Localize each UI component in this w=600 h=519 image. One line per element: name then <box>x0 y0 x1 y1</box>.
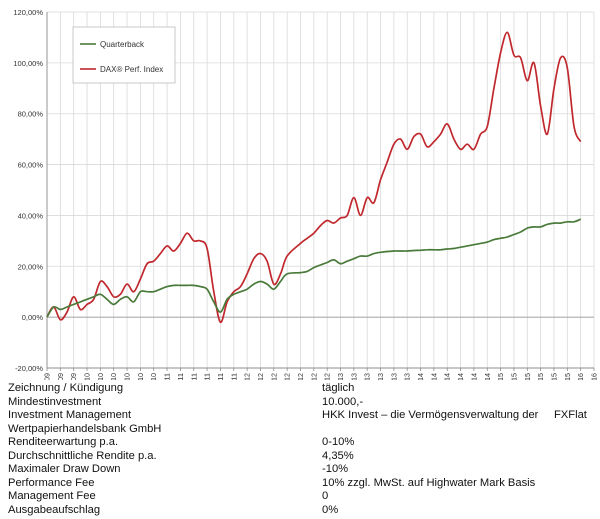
x-tick-label: APR 14 <box>429 373 438 380</box>
x-tick-label: DEZ 12 <box>323 373 332 380</box>
info-row-investment-management: Investment Management HKK Invest – die V… <box>8 409 598 423</box>
info-row-max-drawdown: Maximaler Draw Down -10% <box>8 463 598 477</box>
info-value: -10% <box>322 463 349 475</box>
x-tick-label: JUL 11 <box>203 373 212 380</box>
x-tick-label: JUN 14 <box>443 373 452 380</box>
info-row-min-investment: Mindestinvestment 10.000,- <box>8 396 598 410</box>
x-tick-label: FEB 13 <box>336 373 345 380</box>
x-tick-label: OKT 13 <box>389 373 398 380</box>
x-tick-label: NOV 09 <box>69 373 78 380</box>
info-label: Investment Management <box>8 409 132 421</box>
info-label: Renditeerwartung p.a. <box>8 436 119 448</box>
info-value: 0% <box>322 503 339 516</box>
info-label: Performance Fee <box>8 476 95 489</box>
x-tick-label: NOV 11 <box>229 373 238 380</box>
x-tick-label: JAN 10 <box>83 373 92 380</box>
x-tick-label: JUL 10 <box>123 373 132 380</box>
y-tick-label: 80,00% <box>18 110 44 119</box>
x-tick-label: MAI 10 <box>109 373 118 380</box>
legend: Quarterback DAX® Perf. Index <box>72 26 176 84</box>
info-value: täglich <box>322 382 355 394</box>
x-tick-label: OKT 12 <box>309 373 318 380</box>
series-line-quarterback <box>46 218 582 318</box>
legend-label-quarterback: Quarterback <box>100 40 145 49</box>
y-tick-label: -20,00% <box>15 364 43 373</box>
y-tick-label: 20,00% <box>18 262 44 271</box>
info-label: Zeichnung / Kündigung <box>8 382 124 394</box>
x-tick-label: JUN 13 <box>363 373 372 380</box>
info-row-average-return: Durchschnittliche Rendite p.a. 4,35% <box>8 450 598 464</box>
x-tick-label: APR 13 <box>349 373 358 380</box>
x-tick-label: DEZ 15 <box>563 373 572 380</box>
y-tick-label: 40,00% <box>18 211 44 220</box>
info-row-performance-fee: Performance Fee 10% zzgl. MwSt. auf High… <box>8 477 598 491</box>
x-tick-label: NOV 10 <box>149 373 158 380</box>
x-tick-label: DEZ 13 <box>403 373 412 380</box>
x-tick-label: OKT 15 <box>549 373 558 380</box>
info-label: Wertpapierhandelsbank GmbH <box>8 422 162 435</box>
x-tick-label: MRZ 10 <box>96 373 105 380</box>
x-tick-label: AUG 13 <box>376 373 385 380</box>
x-tick-label: FEB 16 <box>576 373 585 380</box>
legend-label-dax: DAX® Perf. Index <box>100 65 163 74</box>
x-tick-label: FEB 14 <box>416 373 425 380</box>
legend-box <box>72 26 176 84</box>
x-tick-label: MAI 11 <box>189 373 198 380</box>
info-value: HKK Invest – die Vermögensverwaltung der… <box>322 409 587 421</box>
info-value: 4,35% <box>322 449 354 462</box>
x-tick-label: SEP 11 <box>216 373 225 380</box>
x-tick-label: OKT 14 <box>469 373 478 380</box>
x-tick-label: AUG 15 <box>536 373 545 380</box>
info-label: Ausgabeaufschlag <box>8 503 101 516</box>
x-tick-label: DEZ 14 <box>483 373 492 380</box>
info-row-issue-surcharge: Ausgabeaufschlag 0% <box>8 504 598 518</box>
info-label: Management Fee <box>8 490 96 502</box>
info-row-bank: Wertpapierhandelsbank GmbH <box>8 423 598 437</box>
x-tick-label: JAN 12 <box>243 373 252 380</box>
x-tick-label: MRZ 12 <box>256 373 265 380</box>
fund-info-table: Zeichnung / Kündigung täglich Mindestinv… <box>8 382 598 517</box>
series-lines <box>46 31 582 324</box>
y-tick-label: 60,00% <box>18 161 44 170</box>
x-tick-label: JUN 15 <box>523 373 532 380</box>
x-tick-label: AUG 12 <box>296 373 305 380</box>
axes: -20,00% 0,00% 20,00% 40,00% 60,00% 80,00% 100,… <box>13 8 598 380</box>
x-tick-label: SEP 10 <box>136 373 145 380</box>
x-tick-label: FEB 15 <box>496 373 505 380</box>
info-value: 0-10% <box>322 436 355 448</box>
x-tick-label: APR 15 <box>509 373 518 380</box>
x-tick-label: MRZ 11 <box>176 373 185 380</box>
x-tick-label: MAI 12 <box>269 373 278 380</box>
info-row-management-fee: Management Fee 0 <box>8 490 598 504</box>
x-tick-label: JUL 09 <box>43 373 52 380</box>
info-value: 10% zzgl. MwSt. auf Highwater Mark Basis <box>322 476 536 489</box>
x-tick-label: JAN 11 <box>163 373 172 380</box>
info-row-return-expectation: Renditeerwartung p.a. 0-10% <box>8 436 598 450</box>
x-tick-label: JUL 12 <box>283 373 292 380</box>
info-row-subscription: Zeichnung / Kündigung täglich <box>8 382 598 396</box>
performance-chart: -20,00% 0,00% 20,00% 40,00% 60,00% 80,00% 100,… <box>13 8 599 380</box>
info-label: Mindestinvestment <box>8 395 102 408</box>
y-tick-label: 0,00% <box>22 313 44 322</box>
x-tick-label: SEP 09 <box>56 373 65 380</box>
info-value: 0 <box>322 490 329 502</box>
y-tick-label: 100,00% <box>13 59 43 68</box>
x-tick-label: AUG 14 <box>456 373 465 380</box>
info-label: Maximaler Draw Down <box>8 463 121 475</box>
y-tick-label: 120,00% <box>13 8 43 17</box>
info-label: Durchschnittliche Rendite p.a. <box>8 449 157 462</box>
series-line-dax <box>46 31 582 324</box>
x-tick-label: APR 16 <box>590 373 599 380</box>
info-value: 10.000,- <box>322 395 364 408</box>
